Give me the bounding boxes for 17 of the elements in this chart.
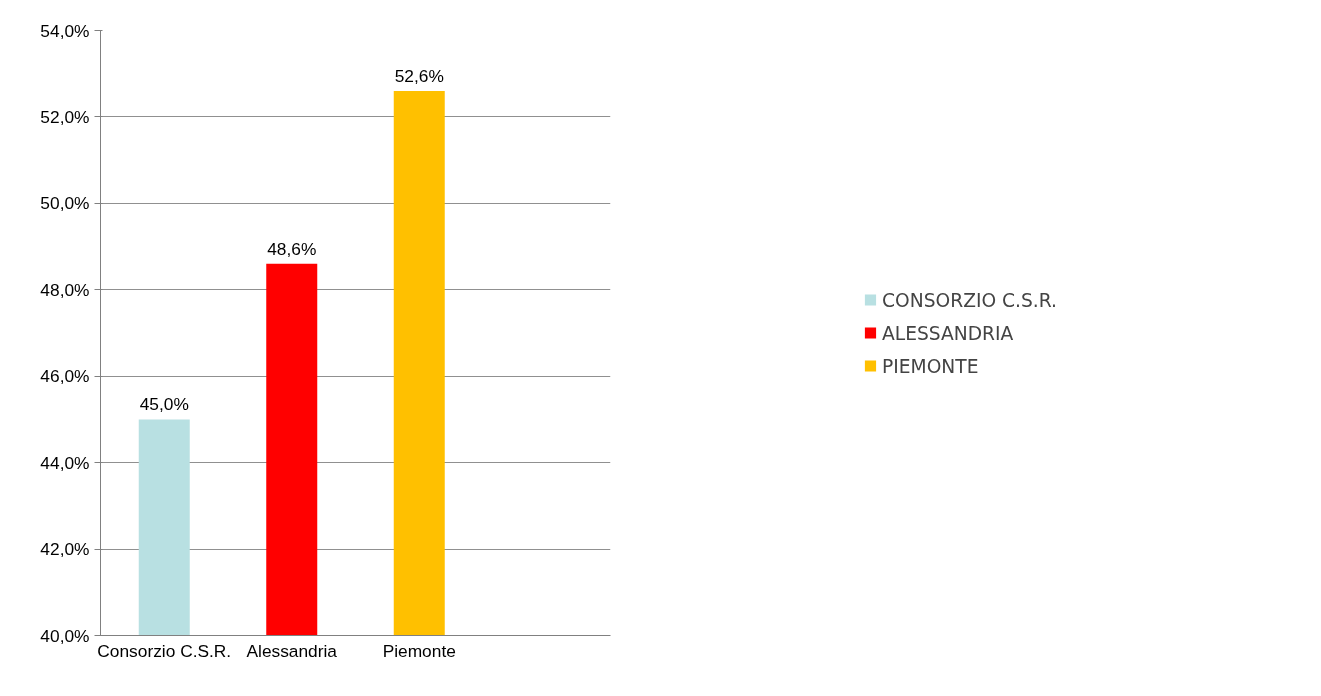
data-label: 45,0% [139, 394, 189, 415]
y-tick-label: 54,0% [40, 20, 90, 41]
legend-label: ALESSANDRIA [881, 322, 1014, 343]
y-tick-label: 50,0% [40, 193, 90, 214]
y-tick-label: 48,0% [40, 279, 90, 300]
y-tick-label: 40,0% [40, 625, 90, 646]
y-tick-label: 44,0% [40, 452, 90, 473]
legend-label: CONSORZIO C.S.R. [881, 289, 1058, 310]
x-tick-label: Consorzio C.S.R. [97, 640, 232, 661]
x-tick-label: Piemonte [382, 640, 456, 661]
y-tick-label: 52,0% [40, 106, 90, 127]
legend-label: PIEMONTE [881, 355, 979, 376]
data-label: 52,6% [394, 66, 444, 86]
data-label: 48,6% [267, 238, 317, 259]
y-tick-label: 46,0% [40, 366, 90, 387]
y-tick-label: 42,0% [40, 539, 90, 560]
x-tick-label: Alessandria [246, 640, 338, 661]
